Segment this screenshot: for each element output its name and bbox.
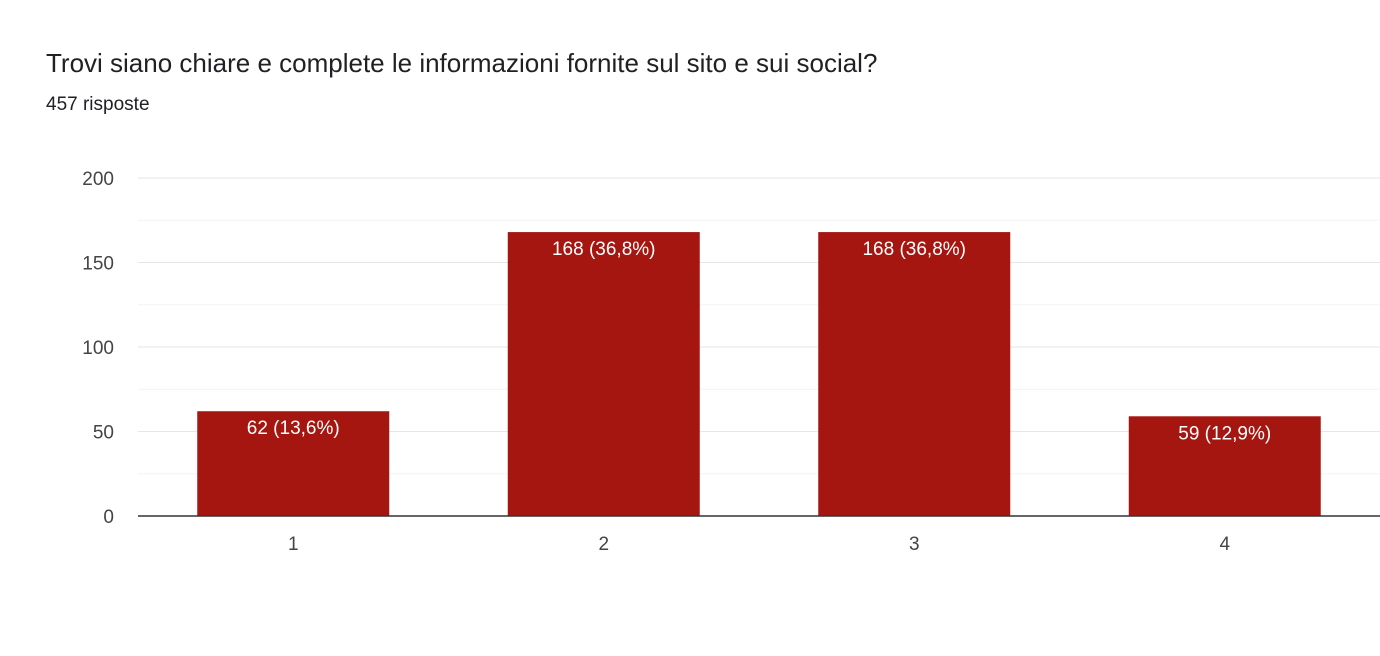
bar bbox=[1128, 416, 1321, 516]
bar-data-label: 59 (12,9%) bbox=[1178, 423, 1271, 444]
bar bbox=[507, 232, 700, 516]
x-tick-label: 2 bbox=[598, 534, 609, 555]
bar-data-label: 168 (36,8%) bbox=[552, 239, 656, 260]
x-tick-label: 4 bbox=[1219, 534, 1230, 555]
y-tick-label: 50 bbox=[93, 423, 114, 444]
bar-data-label: 62 (13,6%) bbox=[247, 418, 340, 439]
y-tick-label: 0 bbox=[103, 507, 114, 528]
bar bbox=[197, 411, 390, 516]
y-tick-label: 100 bbox=[82, 338, 114, 359]
chart-title: Trovi siano chiare e complete le informa… bbox=[46, 48, 878, 78]
response-count: 457 risposte bbox=[46, 94, 150, 115]
bar-data-label: 168 (36,8%) bbox=[862, 239, 966, 260]
y-tick-label: 150 bbox=[82, 254, 114, 275]
y-tick-label: 200 bbox=[82, 169, 114, 190]
bar bbox=[818, 232, 1011, 516]
x-tick-label: 1 bbox=[288, 534, 299, 555]
x-tick-label: 3 bbox=[909, 534, 920, 555]
